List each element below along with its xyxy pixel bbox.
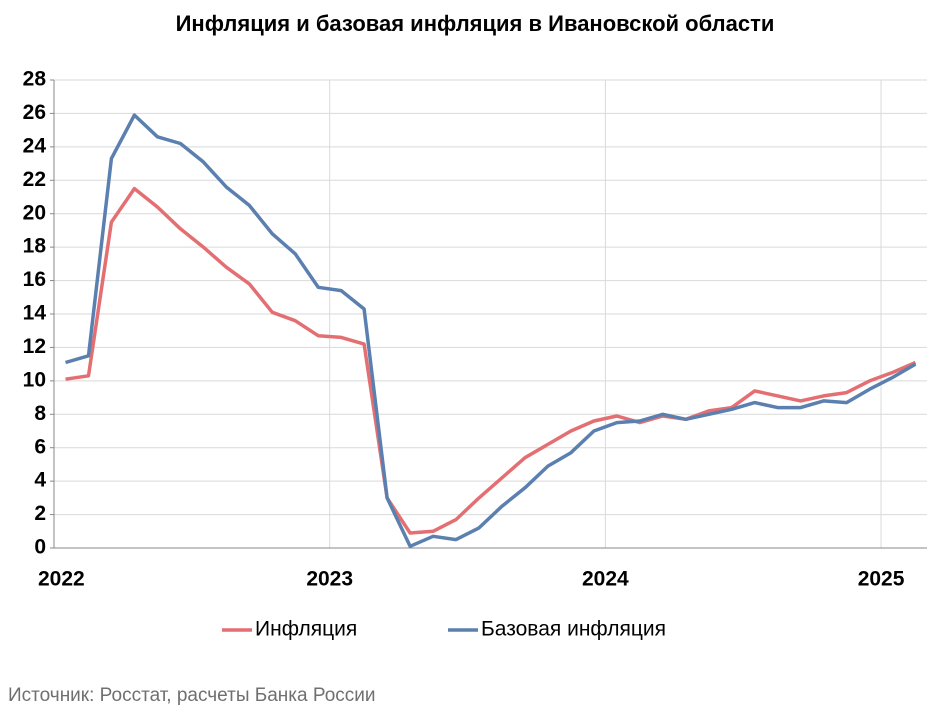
legend-label: Инфляция — [255, 618, 357, 641]
series-line — [65, 186, 917, 535]
series-line — [65, 113, 917, 549]
x-tick-label: 2024 — [582, 568, 629, 591]
y-tick-label: 26 — [23, 101, 46, 124]
y-tick-label: 16 — [23, 268, 46, 291]
y-tick-label: 12 — [23, 335, 46, 358]
y-tick-label: 24 — [23, 134, 47, 157]
y-tick-label: 10 — [23, 368, 46, 391]
source-note: Источник: Росстат, расчеты Банка России — [8, 685, 376, 706]
y-tick-label: 20 — [23, 201, 46, 224]
y-tick-label: 14 — [23, 302, 47, 325]
y-tick-label: 4 — [34, 469, 46, 492]
x-tick-label: 2025 — [858, 568, 905, 591]
y-tick-label: 2 — [34, 502, 46, 525]
y-tick-label: 8 — [34, 402, 46, 425]
x-tick-label: 2022 — [38, 568, 85, 591]
chart-title: Инфляция и базовая инфляция в Ивановской… — [176, 11, 775, 36]
y-tick-label: 22 — [23, 168, 46, 191]
y-tick-label: 28 — [23, 68, 47, 91]
y-tick-label: 0 — [34, 536, 46, 559]
y-tick-label: 18 — [23, 235, 47, 258]
y-tick-label: 6 — [34, 435, 46, 458]
x-tick-label: 2023 — [306, 568, 353, 591]
legend-label: Базовая инфляция — [481, 618, 666, 641]
